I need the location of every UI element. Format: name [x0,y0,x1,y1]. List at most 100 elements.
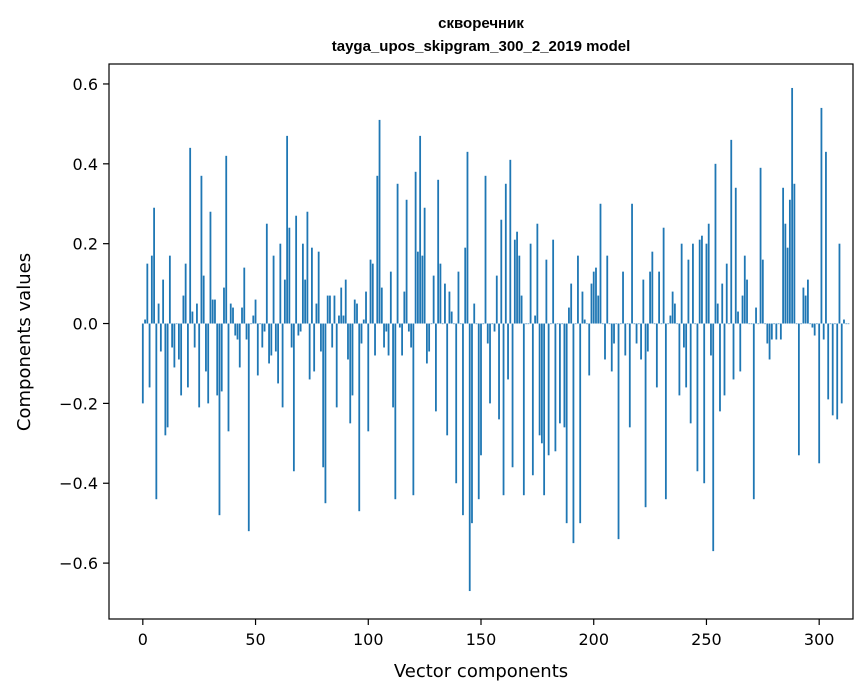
bar-243 [689,323,692,424]
bar-154 [489,323,491,404]
bar-238 [678,323,681,396]
bar-218 [633,323,636,325]
bar-247 [698,239,701,324]
bar-304 [827,323,830,400]
bar-290 [795,323,798,325]
bar-274 [759,167,762,324]
bar-143 [464,247,467,324]
bar-200 [592,271,595,324]
bar-63 [283,279,286,324]
bar-296 [809,323,812,325]
x-tick-label-2: 100 [353,630,384,649]
bar-88 [340,287,343,324]
bar-242 [687,259,690,324]
bar-16 [177,323,180,360]
bar-266 [741,295,744,324]
bar-90 [344,279,347,324]
bar-107 [383,323,385,348]
bar-112 [394,323,397,500]
bar-159 [500,219,503,324]
bar-209 [613,323,615,344]
bar-55 [265,223,268,324]
y-tick-label-5: 0.4 [73,155,98,174]
bar-123 [419,135,422,324]
bar-11 [166,323,169,428]
bar-289 [793,183,796,324]
bar-15 [175,323,178,325]
bar-250 [705,243,708,324]
bar-201 [595,267,597,324]
bar-208 [610,323,613,372]
bar-62 [281,323,284,408]
bar-109 [387,323,390,356]
y-tick-label-1: −0.4 [59,474,98,493]
bar-213 [622,271,624,324]
bar-203 [599,203,602,324]
bar-292 [800,323,803,325]
bar-136 [448,291,451,324]
bar-297 [811,323,814,328]
bar-83 [329,295,331,324]
bar-300 [818,323,821,464]
bar-101 [369,259,372,324]
bar-60 [277,323,279,384]
bars-group [141,87,850,592]
bar-189 [568,307,570,324]
bar-31 [211,299,214,324]
bar-19 [184,263,187,324]
bar-206 [606,255,609,324]
bar-264 [737,311,739,324]
bar-156 [493,323,496,332]
bar-21 [189,147,192,324]
bar-47 [247,323,250,532]
bar-71 [301,243,304,324]
bar-86 [335,323,338,408]
bar-13 [171,323,174,348]
bar-299 [816,323,818,325]
bar-82 [326,295,329,324]
bar-53 [261,323,264,348]
bar-91 [347,323,349,360]
y-axis-ticks: −0.6 −0.4 −0.2 0.0 0.2 0.4 0.6 [59,75,109,573]
bar-168 [520,295,523,324]
bar-126 [425,323,428,364]
bar-294 [804,295,807,324]
bar-151 [482,323,485,325]
bar-286 [786,247,789,324]
bar-87 [338,315,340,324]
bar-80 [322,323,325,468]
x-tick-label-1: 50 [245,630,265,649]
bar-167 [518,255,521,324]
bar-77 [315,303,318,324]
bar-171 [527,323,530,325]
bar-165 [513,239,516,324]
bar-263 [734,187,737,324]
bar-182 [552,239,555,324]
bar-114 [398,323,401,328]
x-axis-ticks: 0 50 100 150 200 250 300 [138,619,834,649]
bar-104 [376,175,379,324]
bar-46 [245,323,248,340]
bar-236 [673,303,676,324]
bar-190 [570,283,573,324]
bar-106 [380,287,383,324]
bar-214 [624,323,627,356]
bar-133 [441,323,444,325]
bar-205 [604,323,606,360]
bar-28 [205,323,207,372]
bar-216 [628,323,631,428]
bar-153 [486,323,489,344]
bar-254 [714,163,717,324]
bar-36 [223,287,225,324]
bar-148 [475,323,478,325]
bar-220 [637,323,640,325]
bar-59 [274,323,277,352]
bar-223 [644,323,647,508]
bar-279 [770,323,773,340]
bar-33 [216,323,219,396]
bar-129 [432,275,435,324]
bar-215 [626,323,629,325]
bar-174 [534,315,537,324]
bar-158 [498,323,500,420]
bar-268 [746,279,748,324]
